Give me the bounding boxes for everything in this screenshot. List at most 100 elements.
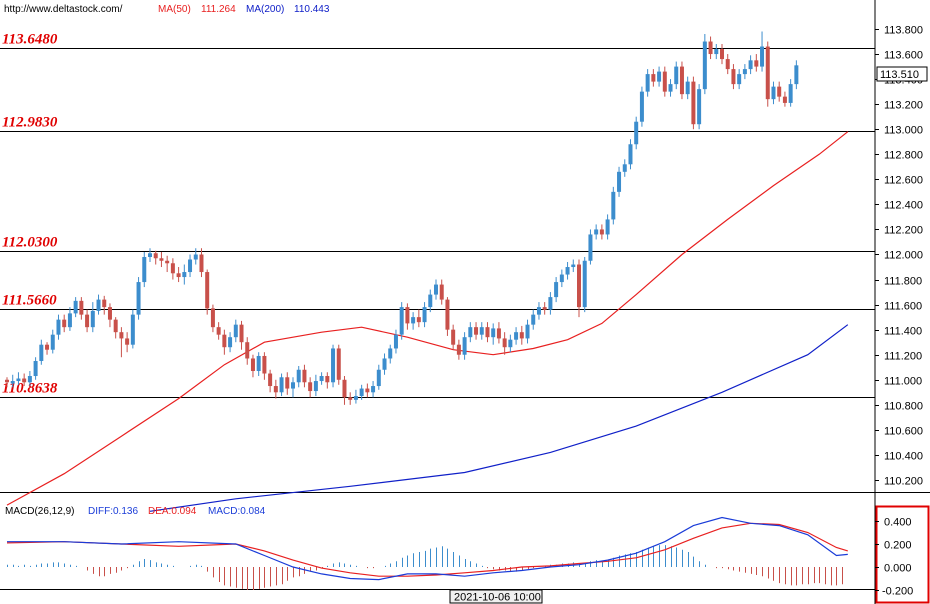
candle-body bbox=[554, 282, 559, 298]
candle-body bbox=[702, 41, 707, 90]
macd-tick-label: 0.000 bbox=[884, 563, 912, 575]
candle-body bbox=[662, 71, 667, 92]
macd-axis-frame bbox=[875, 505, 930, 604]
candle-body bbox=[582, 260, 587, 308]
candle-body bbox=[645, 74, 650, 92]
candle-body bbox=[725, 59, 730, 70]
price-panel bbox=[0, 0, 875, 492]
candle-body bbox=[411, 317, 416, 324]
candle-body bbox=[485, 327, 490, 338]
candle-body bbox=[399, 307, 404, 335]
candle-body bbox=[279, 377, 284, 393]
candle-body bbox=[325, 376, 330, 383]
candle-body bbox=[577, 264, 581, 308]
candle-body bbox=[565, 267, 570, 275]
candle-body bbox=[10, 381, 15, 384]
price-grid bbox=[875, 29, 879, 481]
macd-lines bbox=[6, 516, 848, 581]
source-url: http://www.deltastock.com/ bbox=[4, 4, 123, 15]
candle-body bbox=[273, 386, 278, 393]
candle-body bbox=[456, 344, 461, 355]
candlesticks bbox=[5, 31, 799, 405]
candle-body bbox=[45, 344, 50, 350]
candle-body bbox=[210, 308, 215, 328]
ma50-label: MA(50) bbox=[158, 4, 191, 15]
price-tick-label: 110.200 bbox=[884, 476, 923, 488]
candle-body bbox=[771, 86, 776, 100]
candle-body bbox=[245, 342, 250, 359]
candle-body bbox=[90, 310, 95, 328]
candle-body bbox=[668, 84, 673, 92]
candle-body bbox=[617, 171, 622, 192]
candle-body bbox=[388, 348, 393, 359]
level-label: 113.6480 bbox=[2, 32, 58, 48]
candle-body bbox=[451, 329, 456, 345]
candle-body bbox=[119, 332, 124, 339]
candle-body bbox=[634, 121, 639, 145]
candle-body bbox=[296, 369, 301, 383]
candle-body bbox=[165, 260, 170, 264]
candle-body bbox=[628, 144, 633, 165]
price-tick-label: 112.600 bbox=[884, 175, 923, 187]
candle-body bbox=[599, 229, 604, 235]
candle-body bbox=[342, 379, 347, 398]
level-label: 112.9830 bbox=[2, 115, 58, 131]
candle-body bbox=[548, 297, 553, 310]
candle-body bbox=[742, 69, 747, 75]
candle-body bbox=[479, 327, 484, 335]
candle-body bbox=[445, 299, 450, 330]
candle-body bbox=[130, 314, 135, 345]
candle-body bbox=[622, 164, 627, 172]
candle-body bbox=[731, 69, 736, 85]
candle-body bbox=[754, 60, 759, 67]
candle-body bbox=[142, 257, 147, 283]
candle-body bbox=[365, 388, 370, 393]
candle-body bbox=[62, 319, 67, 328]
macd-diff-line bbox=[7, 516, 848, 581]
candle-body bbox=[22, 378, 27, 383]
level-label: 112.0300 bbox=[2, 235, 58, 251]
candle-body bbox=[193, 254, 198, 260]
time-label: 2021-10-06 10:00 bbox=[454, 592, 541, 604]
candle-body bbox=[5, 379, 9, 383]
macd-histogram bbox=[7, 545, 843, 590]
macd-title: MACD(26,12,9) bbox=[5, 506, 74, 517]
candle-body bbox=[353, 396, 358, 400]
support-resistance-levels: 113.6480 112.9830 112.0300 111.5660 110.8638 bbox=[0, 32, 875, 398]
candle-body bbox=[708, 41, 713, 55]
macd-tick-label: 0.200 bbox=[884, 540, 912, 552]
candle-body bbox=[428, 294, 433, 308]
price-tick-label: 112.800 bbox=[884, 150, 923, 162]
candle-body bbox=[496, 328, 501, 339]
ma200-value: 110.443 bbox=[294, 4, 330, 15]
candle-body bbox=[16, 378, 21, 382]
candle-body bbox=[571, 264, 576, 268]
time-label-box bbox=[449, 589, 543, 604]
candle-body bbox=[639, 91, 644, 122]
candle-body bbox=[153, 253, 158, 259]
candle-body bbox=[96, 299, 101, 311]
candle-body bbox=[313, 381, 318, 392]
ma200-label: MA(200) bbox=[246, 4, 284, 15]
price-tick-label: 112.400 bbox=[884, 200, 923, 212]
price-tick-label: 110.600 bbox=[884, 426, 923, 438]
candle-body bbox=[250, 358, 255, 372]
candle-body bbox=[685, 81, 690, 95]
candle-body bbox=[228, 337, 233, 348]
candle-body bbox=[651, 74, 656, 82]
candle-body bbox=[73, 300, 78, 314]
price-tick-label: 113.200 bbox=[884, 100, 923, 112]
candle-body bbox=[148, 253, 152, 258]
candle-body bbox=[382, 358, 387, 370]
candle-body bbox=[359, 388, 364, 397]
macd-tick-label: 0.400 bbox=[884, 517, 912, 529]
candle-body bbox=[50, 334, 55, 350]
candle-body bbox=[765, 46, 770, 100]
candle-body bbox=[331, 348, 336, 383]
price-tick-label: 113.000 bbox=[884, 125, 923, 137]
candle-body bbox=[182, 272, 187, 278]
candle-body bbox=[434, 284, 438, 295]
candle-body bbox=[559, 274, 564, 283]
price-tick-label: 111.600 bbox=[884, 301, 922, 313]
candle-body bbox=[262, 355, 267, 374]
